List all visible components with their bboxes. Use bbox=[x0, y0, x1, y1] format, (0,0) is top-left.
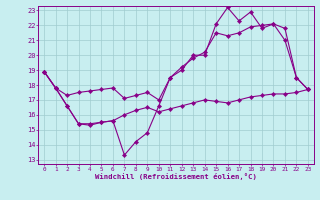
X-axis label: Windchill (Refroidissement éolien,°C): Windchill (Refroidissement éolien,°C) bbox=[95, 173, 257, 180]
